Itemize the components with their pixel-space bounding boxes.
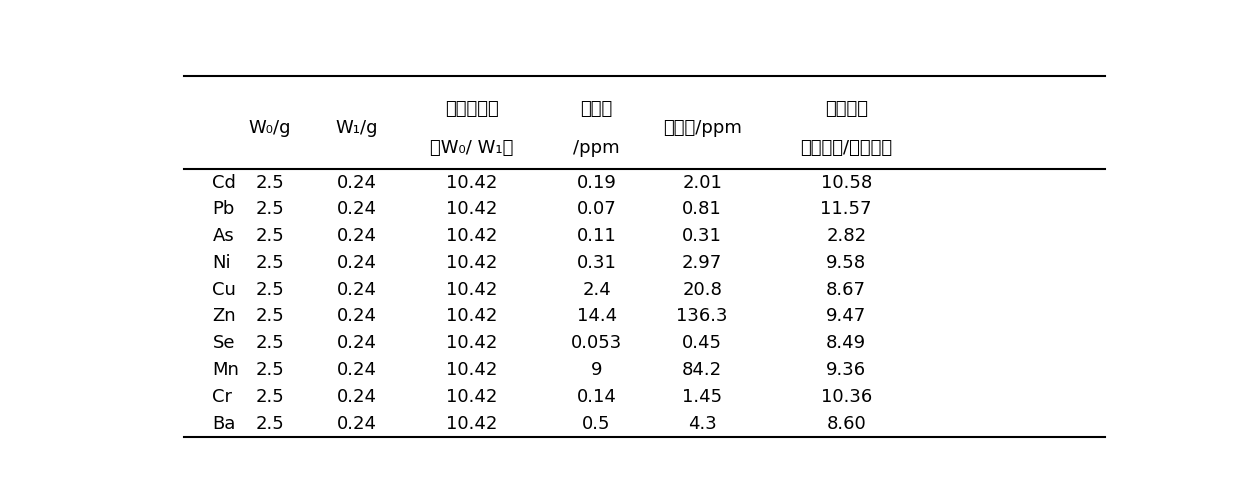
- Text: As: As: [213, 227, 234, 245]
- Text: 9.58: 9.58: [826, 254, 866, 272]
- Text: 11.57: 11.57: [820, 200, 872, 218]
- Text: 2.5: 2.5: [255, 388, 285, 406]
- Text: Cd: Cd: [213, 173, 237, 192]
- Text: 2.4: 2.4: [582, 281, 611, 299]
- Text: 10.42: 10.42: [446, 388, 497, 406]
- Text: 质量富集比: 质量富集比: [445, 100, 498, 118]
- Text: Mn: Mn: [213, 361, 239, 379]
- Text: 0.24: 0.24: [337, 254, 377, 272]
- Text: 2.5: 2.5: [255, 173, 285, 192]
- Text: 10.58: 10.58: [820, 173, 872, 192]
- Text: 0.24: 0.24: [337, 227, 377, 245]
- Text: 0.19: 0.19: [576, 173, 617, 192]
- Text: 2.5: 2.5: [255, 307, 285, 326]
- Text: 20.8: 20.8: [683, 281, 722, 299]
- Text: 2.5: 2.5: [255, 227, 285, 245]
- Text: 0.053: 0.053: [571, 334, 622, 352]
- Text: 4.3: 4.3: [688, 414, 716, 432]
- Text: Ni: Ni: [213, 254, 232, 272]
- Text: 0.81: 0.81: [683, 200, 722, 218]
- Text: 0.24: 0.24: [337, 281, 377, 299]
- Text: 1.45: 1.45: [683, 388, 722, 406]
- Text: 0.07: 0.07: [576, 200, 617, 218]
- Text: 10.42: 10.42: [446, 173, 497, 192]
- Text: 9.47: 9.47: [826, 307, 866, 326]
- Text: 2.5: 2.5: [255, 414, 285, 432]
- Text: 14.4: 14.4: [576, 307, 617, 326]
- Text: 0.24: 0.24: [337, 200, 377, 218]
- Text: 2.5: 2.5: [255, 254, 285, 272]
- Text: 10.42: 10.42: [446, 227, 497, 245]
- Text: Zn: Zn: [213, 307, 237, 326]
- Text: 0.24: 0.24: [337, 307, 377, 326]
- Text: 2.01: 2.01: [683, 173, 722, 192]
- Text: W₀/g: W₀/g: [249, 119, 291, 138]
- Text: 标准値: 标准値: [580, 100, 613, 118]
- Text: 8.60: 8.60: [826, 414, 866, 432]
- Text: 0.31: 0.31: [576, 254, 617, 272]
- Text: 2.5: 2.5: [255, 334, 285, 352]
- Text: 0.24: 0.24: [337, 334, 377, 352]
- Text: （W₀/ W₁）: （W₀/ W₁）: [430, 139, 513, 157]
- Text: 0.24: 0.24: [337, 414, 377, 432]
- Text: Pb: Pb: [213, 200, 235, 218]
- Text: W₁/g: W₁/g: [336, 119, 378, 138]
- Text: 0.24: 0.24: [337, 388, 377, 406]
- Text: 10.36: 10.36: [820, 388, 872, 406]
- Text: 2.5: 2.5: [255, 200, 285, 218]
- Text: Ba: Ba: [213, 414, 235, 432]
- Text: 10.42: 10.42: [446, 281, 497, 299]
- Text: 2.5: 2.5: [255, 361, 285, 379]
- Text: Cu: Cu: [213, 281, 237, 299]
- Text: 2.5: 2.5: [255, 281, 285, 299]
- Text: 8.67: 8.67: [826, 281, 866, 299]
- Text: 10.42: 10.42: [446, 414, 497, 432]
- Text: 136.3: 136.3: [676, 307, 729, 326]
- Text: 0.11: 0.11: [576, 227, 617, 245]
- Text: 8.49: 8.49: [826, 334, 866, 352]
- Text: 10.42: 10.42: [446, 307, 497, 326]
- Text: 2.82: 2.82: [826, 227, 866, 245]
- Text: （富集値/标准値）: （富集値/标准値）: [800, 139, 892, 157]
- Text: 0.45: 0.45: [683, 334, 722, 352]
- Text: 10.42: 10.42: [446, 200, 497, 218]
- Text: 84.2: 84.2: [683, 361, 722, 379]
- Text: 10.42: 10.42: [446, 361, 497, 379]
- Text: 富集倍数: 富集倍数: [825, 100, 867, 118]
- Text: 富集値/ppm: 富集値/ppm: [663, 119, 742, 138]
- Text: 10.42: 10.42: [446, 254, 497, 272]
- Text: 9: 9: [591, 361, 602, 379]
- Text: 0.31: 0.31: [683, 227, 722, 245]
- Text: 0.24: 0.24: [337, 361, 377, 379]
- Text: 2.97: 2.97: [683, 254, 722, 272]
- Text: 0.14: 0.14: [576, 388, 617, 406]
- Text: Cr: Cr: [213, 388, 233, 406]
- Text: 9.36: 9.36: [826, 361, 866, 379]
- Text: Se: Se: [213, 334, 235, 352]
- Text: 0.5: 0.5: [582, 414, 611, 432]
- Text: /ppm: /ppm: [574, 139, 620, 157]
- Text: 0.24: 0.24: [337, 173, 377, 192]
- Text: 10.42: 10.42: [446, 334, 497, 352]
